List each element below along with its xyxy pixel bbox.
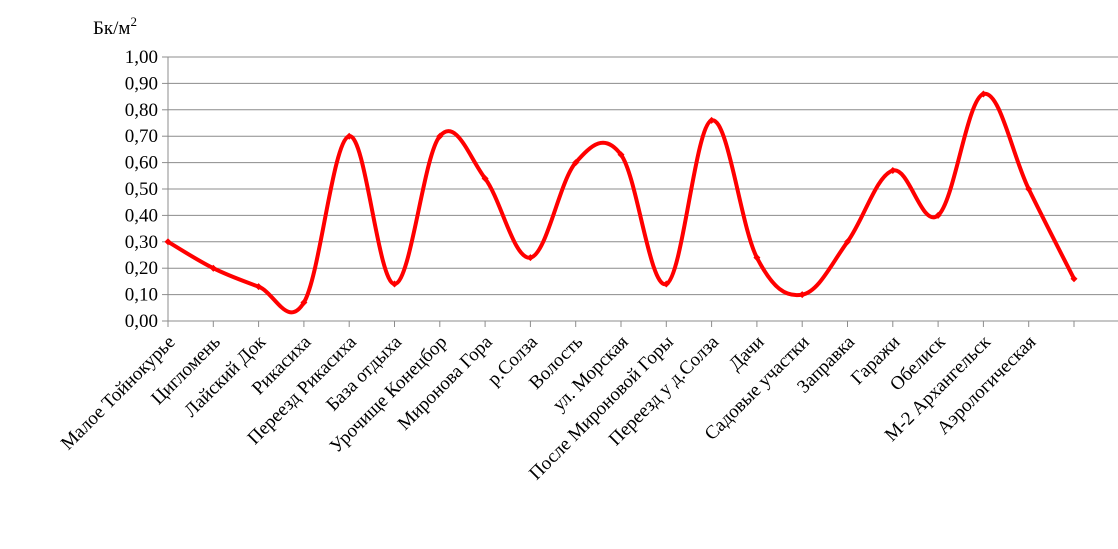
data-point <box>708 116 716 124</box>
y-tick-label: 0,90 <box>125 73 158 94</box>
y-tick-label: 0,50 <box>125 179 158 200</box>
data-point <box>209 264 217 272</box>
data-point <box>481 174 489 182</box>
data-point <box>934 211 942 219</box>
y-tick-label: 1,00 <box>125 47 158 68</box>
gridlines <box>168 56 1118 322</box>
data-point <box>753 254 761 262</box>
x-axis <box>167 320 1118 327</box>
data-point <box>979 90 987 98</box>
y-tick-label: 0,10 <box>125 285 158 306</box>
data-point <box>345 132 353 140</box>
series-line <box>166 91 1076 315</box>
y-tick-label: 0,40 <box>125 205 158 226</box>
data-point <box>1070 275 1078 283</box>
data-point <box>798 291 806 299</box>
y-tick-label: 0,60 <box>125 153 158 174</box>
data-point <box>391 280 398 288</box>
y-tick-label: 0,80 <box>125 100 158 121</box>
y-axis-unit-label: Бк/м2 <box>93 14 137 39</box>
data-point <box>1025 185 1033 193</box>
y-tick-label: 0,20 <box>125 258 158 279</box>
data-point <box>436 132 444 140</box>
y-axis-ticks: 0,00 0,10 0,20 0,30 0,40 0,50 0,60 0,70 0,80 0,90… <box>125 47 169 332</box>
series-points <box>164 90 1078 307</box>
data-point <box>164 238 172 246</box>
series-line-path <box>166 91 1076 315</box>
data-point <box>844 238 851 246</box>
data-point <box>572 159 580 167</box>
data-point <box>617 151 625 159</box>
data-point <box>662 280 670 288</box>
y-tick-label: 0,00 <box>125 311 158 332</box>
y-tick-label: 0,70 <box>125 126 158 147</box>
data-point <box>255 283 263 291</box>
y-tick-label: 0,30 <box>125 232 158 253</box>
data-point <box>300 299 308 307</box>
data-point <box>889 167 897 175</box>
data-point <box>526 254 534 262</box>
